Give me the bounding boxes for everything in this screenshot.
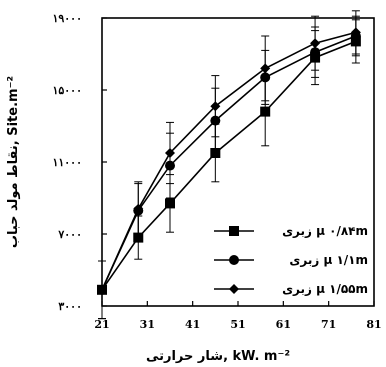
square-marker (260, 106, 271, 117)
axes: 21 31 41 51 61 71 81 ۳۰۰۰ ۷۰۰۰ ۱۱۰۰۰ ۱۵۰۰۰ ۱۹۰۰۰ (52, 12, 381, 331)
legend: زبری μ ۰/۸۴m زبری μ ۱/۱m زبری μ ۱/۵۵m (214, 224, 368, 296)
series-layer (97, 10, 361, 320)
y-tick-label: ۱۵۰۰۰ (52, 84, 82, 97)
y-tick-label: ۱۹۰۰۰ (52, 12, 82, 25)
diamond-marker (97, 284, 107, 295)
x-tick-label: 51 (230, 318, 245, 331)
series-line (101, 35, 357, 291)
diamond-marker (229, 284, 239, 294)
x-axis-title: شار حرارتی, kW. m⁻² (146, 349, 290, 364)
diamond-marker (260, 63, 271, 74)
y-tick-label: ۷۰۰۰ (57, 228, 82, 241)
legend-item: زبری μ ۱/۵۵m (214, 282, 368, 296)
circle-marker (229, 255, 239, 265)
legend-label: زبری μ ۱/۱m (289, 253, 368, 267)
legend-label: زبری μ ۰/۸۴m (282, 224, 368, 238)
diamond-marker (310, 38, 321, 49)
diamond-marker (210, 101, 221, 112)
series-square (97, 19, 361, 320)
diamond-marker (133, 203, 144, 214)
series-line (101, 31, 357, 291)
y-tick-label: ۱۱۰۰۰ (52, 156, 82, 169)
legend-item: زبری μ ۰/۸۴m (214, 224, 368, 238)
square-marker (229, 226, 239, 236)
x-tick-label: 41 (185, 318, 200, 331)
x-tick-label: 61 (276, 318, 291, 331)
x-tick-label: 71 (321, 318, 336, 331)
x-tick-label: 21 (94, 318, 109, 331)
series-diamond (97, 10, 361, 320)
x-tick-label: 31 (140, 318, 155, 331)
legend-label: زبری μ ۱/۵۵m (282, 282, 368, 296)
y-axis-title: نقاط مولد حباب, Site.m⁻² (6, 76, 21, 248)
diamond-marker (165, 148, 175, 158)
legend-item: زبری μ ۱/۱m (214, 253, 368, 267)
square-marker (165, 198, 175, 209)
x-tick-label: 81 (366, 318, 381, 331)
series-circle (97, 15, 361, 320)
diamond-marker (350, 27, 361, 38)
y-tick-label: ۳۰۰۰ (58, 300, 82, 313)
